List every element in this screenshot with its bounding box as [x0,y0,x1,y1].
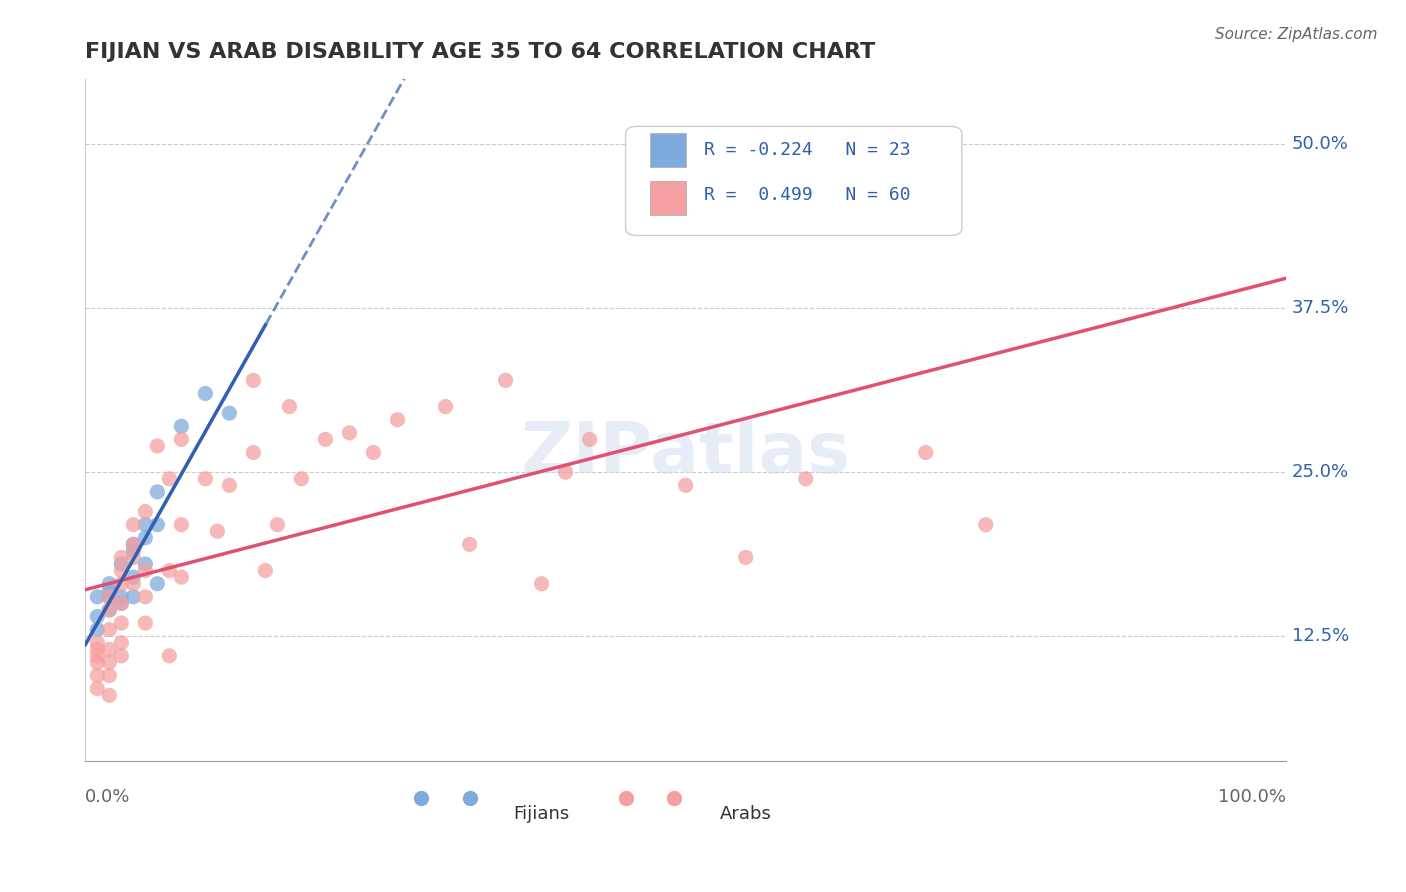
Point [266,517,288,532]
Point [122,590,145,604]
Point [134,590,156,604]
Point [86,636,108,650]
Point [134,557,156,571]
Point [122,576,145,591]
Point [242,445,264,459]
Point [242,373,264,387]
FancyBboxPatch shape [650,181,686,215]
Point [578,433,600,447]
Point [146,517,169,532]
Point [495,373,517,387]
Point [157,472,180,486]
Point [86,656,108,670]
Text: 37.5%: 37.5% [1292,299,1350,318]
Point [98,590,121,604]
Point [110,596,132,610]
Point [98,590,121,604]
Text: ZIPatlas: ZIPatlas [520,419,851,488]
Point [86,668,108,682]
Point [86,609,108,624]
Point [855,137,877,152]
Text: 25.0%: 25.0% [1292,463,1350,481]
Point [675,478,697,492]
Point [194,386,217,401]
Text: FIJIAN VS ARAB DISABILITY AGE 35 TO 64 CORRELATION CHART: FIJIAN VS ARAB DISABILITY AGE 35 TO 64 C… [86,42,876,62]
Point [170,570,193,584]
Point [86,590,108,604]
Point [110,564,132,578]
Point [98,668,121,682]
Point [530,576,553,591]
Point [218,406,240,420]
Point [122,570,145,584]
Point [434,400,457,414]
Text: R = -0.224   N = 23: R = -0.224 N = 23 [703,141,910,160]
Point [98,583,121,598]
Point [218,478,240,492]
Text: R =  0.499   N = 60: R = 0.499 N = 60 [703,186,910,203]
Point [122,537,145,551]
Text: 12.5%: 12.5% [1292,627,1350,645]
Point [110,616,132,631]
Point [110,590,132,604]
Point [157,648,180,663]
Point [254,564,277,578]
Point [134,564,156,578]
Point [170,517,193,532]
Point [110,596,132,610]
Point [157,564,180,578]
Point [110,648,132,663]
Point [914,445,936,459]
FancyBboxPatch shape [626,127,962,235]
Text: 50.0%: 50.0% [1292,136,1348,153]
Point [122,537,145,551]
Point [134,504,156,518]
Point [554,465,576,479]
Point [110,550,132,565]
Point [98,642,121,657]
Point [387,413,409,427]
Point [122,550,145,565]
Point [734,550,756,565]
Point [170,419,193,434]
Text: Source: ZipAtlas.com: Source: ZipAtlas.com [1215,27,1378,42]
Text: 100.0%: 100.0% [1218,789,1286,806]
Point [122,544,145,558]
Point [146,439,169,453]
Point [86,681,108,696]
Point [290,472,312,486]
Point [794,472,817,486]
Point [98,623,121,637]
Point [98,688,121,702]
Point [134,531,156,545]
Point [194,472,217,486]
Text: 0.0%: 0.0% [86,789,131,806]
Point [122,517,145,532]
Point [98,603,121,617]
Text: Arabs: Arabs [720,805,772,823]
Point [458,537,481,551]
Point [98,576,121,591]
Point [146,576,169,591]
Text: Fijians: Fijians [513,805,569,823]
Point [98,656,121,670]
Point [146,484,169,499]
FancyBboxPatch shape [650,133,686,168]
Point [86,623,108,637]
Point [134,616,156,631]
Point [86,648,108,663]
Point [363,445,385,459]
Point [110,636,132,650]
Point [98,603,121,617]
Point [339,425,361,440]
Point [974,517,997,532]
Point [110,557,132,571]
Point [134,517,156,532]
Point [86,642,108,657]
Point [207,524,229,539]
Point [110,576,132,591]
Point [170,433,193,447]
Point [314,433,336,447]
Point [278,400,301,414]
